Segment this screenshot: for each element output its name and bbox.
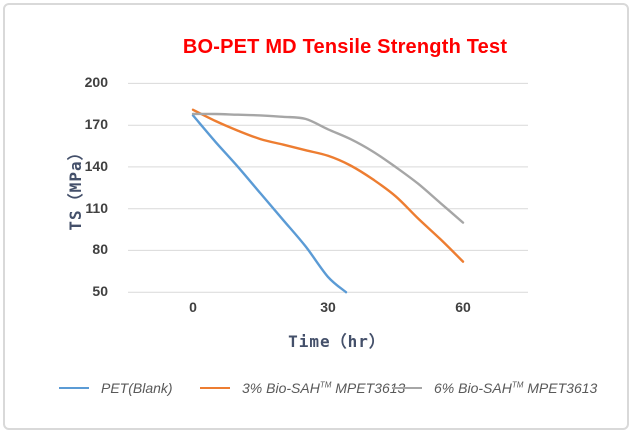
legend-label: PET(Blank) [101, 380, 173, 396]
y-axis-title: TS（MPa） [66, 143, 85, 231]
y-tick-label: 80 [92, 241, 108, 257]
y-tick-label: 50 [92, 283, 108, 299]
legend-item: 6% Bio-SAHTM MPET3613 [392, 380, 597, 396]
x-tick-label: 0 [189, 299, 197, 315]
legend-item: PET(Blank) [59, 380, 173, 396]
x-tick-label: 60 [455, 299, 471, 315]
series-line-0 [191, 114, 348, 294]
x-axis-title: Time（hr） [288, 332, 386, 351]
y-tick-label: 200 [84, 74, 108, 90]
series-line-1 [191, 108, 465, 263]
legend-line-swatch [200, 386, 230, 390]
y-tick-label: 110 [85, 200, 108, 216]
legend-item: 3% Bio-SAHTM MPET3613 [200, 380, 405, 396]
legend-line-swatch [392, 386, 422, 390]
legend-label: 3% Bio-SAHTM MPET3613 [242, 380, 406, 396]
series-line-2 [191, 112, 465, 224]
x-tick-label: 30 [320, 299, 336, 315]
chart-title: BO-PET MD Tensile Strength Test [182, 36, 508, 58]
y-tick-label: 170 [84, 116, 108, 132]
legend-label: 6% Bio-SAHTM MPET3613 [434, 380, 598, 396]
chart-border [3, 3, 629, 430]
y-tick-label: 140 [84, 158, 108, 174]
legend-line-swatch [59, 386, 89, 390]
